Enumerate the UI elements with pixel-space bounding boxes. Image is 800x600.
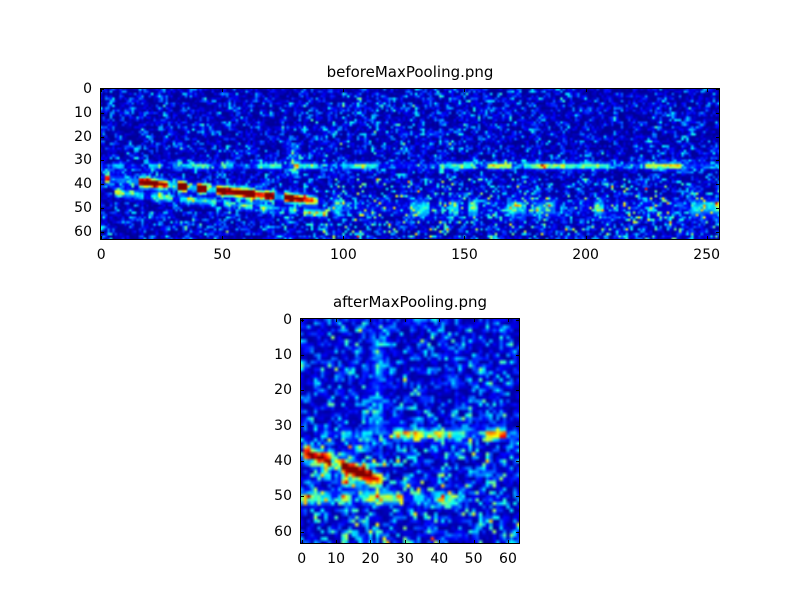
y-tick-mark-right <box>716 160 720 161</box>
y-tick-mark-right <box>716 232 720 233</box>
y-tick-label: 0 <box>283 311 292 328</box>
x-tick-mark-bottom <box>464 236 465 240</box>
x-tick-label: 0 <box>96 247 106 263</box>
x-tick-mark-bottom <box>302 540 303 544</box>
y-tick-label: 10 <box>74 104 92 121</box>
y-tick-mark-left <box>300 390 304 391</box>
y-tick-mark-right <box>716 137 720 138</box>
y-tick-mark-left <box>100 184 104 185</box>
y-tick-mark-left <box>100 89 104 90</box>
heatmap-image-before <box>100 88 720 240</box>
x-tick-mark-bottom <box>336 540 337 544</box>
y-tick-mark-left <box>100 160 104 161</box>
x-tick-mark-top <box>439 318 440 322</box>
heatmap-image-after <box>300 318 520 544</box>
y-tick-label: 60 <box>74 223 92 240</box>
x-tick-label: 150 <box>451 247 478 263</box>
x-tick-mark-bottom <box>101 236 102 240</box>
x-tick-mark-top <box>336 318 337 322</box>
y-tick-label: 50 <box>74 199 92 216</box>
x-tick-mark-bottom <box>222 236 223 240</box>
x-tick-label: 100 <box>330 247 357 263</box>
x-tick-mark-top <box>586 88 587 92</box>
x-tick-label: 40 <box>430 551 449 567</box>
x-tick-mark-top <box>508 318 509 322</box>
y-tick-label: 0 <box>83 81 92 98</box>
y-tick-mark-left <box>300 532 304 533</box>
x-tick-mark-bottom <box>707 236 708 240</box>
y-tick-label: 60 <box>274 523 292 540</box>
y-tick-mark-left <box>300 320 304 321</box>
x-tick-label: 30 <box>395 551 414 567</box>
x-tick-label: 20 <box>361 551 380 567</box>
x-tick-mark-bottom <box>586 236 587 240</box>
y-tick-mark-left <box>100 137 104 138</box>
y-tick-label: 30 <box>74 152 92 169</box>
y-tick-mark-left <box>300 426 304 427</box>
y-tick-mark-right <box>716 113 720 114</box>
x-tick-label: 50 <box>213 247 232 263</box>
subplot-after-maxpooling: afterMaxPooling.png 0 10 20 30 40 50 60 0 10 20 30… <box>274 293 520 567</box>
subplot-before-maxpooling: beforeMaxPooling.png 0 50 100 150 200 250 0 10 2… <box>74 63 720 263</box>
x-tick-mark-top <box>370 318 371 322</box>
x-tick-mark-top <box>405 318 406 322</box>
x-tick-mark-top <box>707 88 708 92</box>
y-tick-mark-right <box>516 532 520 533</box>
y-tick-mark-left <box>100 232 104 233</box>
x-tick-mark-bottom <box>343 236 344 240</box>
y-tick-mark-left <box>100 208 104 209</box>
y-tick-mark-left <box>300 461 304 462</box>
y-tick-label: 40 <box>274 453 292 470</box>
x-tick-mark-top <box>343 88 344 92</box>
x-tick-label: 200 <box>572 247 599 263</box>
x-tick-label: 60 <box>499 551 517 567</box>
x-tick-label: 0 <box>297 551 307 567</box>
y-tick-mark-right <box>716 89 720 90</box>
x-tick-mark-top <box>101 88 102 92</box>
y-tick-mark-right <box>516 390 520 391</box>
y-tick-mark-left <box>300 355 304 356</box>
y-tick-label: 30 <box>274 417 292 434</box>
x-tick-mark-bottom <box>474 540 475 544</box>
x-tick-label: 10 <box>327 551 346 567</box>
y-tick-label: 20 <box>274 382 292 399</box>
y-tick-mark-right <box>516 461 520 462</box>
y-tick-mark-right <box>516 320 520 321</box>
y-tick-mark-right <box>516 355 520 356</box>
plot-title-before: beforeMaxPooling.png <box>326 63 494 81</box>
y-tick-label: 20 <box>74 128 92 145</box>
y-tick-label: 10 <box>274 347 292 364</box>
y-tick-label: 40 <box>74 176 92 193</box>
x-tick-mark-top <box>464 88 465 92</box>
x-tick-label: 250 <box>693 247 721 263</box>
x-tick-mark-bottom <box>508 540 509 544</box>
y-tick-mark-left <box>100 113 104 114</box>
x-tick-mark-bottom <box>370 540 371 544</box>
y-tick-mark-right <box>716 184 720 185</box>
y-tick-mark-right <box>716 208 720 209</box>
y-tick-mark-right <box>516 496 520 497</box>
x-tick-mark-top <box>474 318 475 322</box>
y-tick-label: 50 <box>274 488 292 505</box>
x-tick-mark-bottom <box>405 540 406 544</box>
x-tick-mark-top <box>222 88 223 92</box>
x-tick-mark-bottom <box>439 540 440 544</box>
plot-title-after: afterMaxPooling.png <box>332 293 488 311</box>
y-tick-mark-right <box>516 426 520 427</box>
x-tick-label: 50 <box>464 551 483 567</box>
y-tick-mark-left <box>300 496 304 497</box>
